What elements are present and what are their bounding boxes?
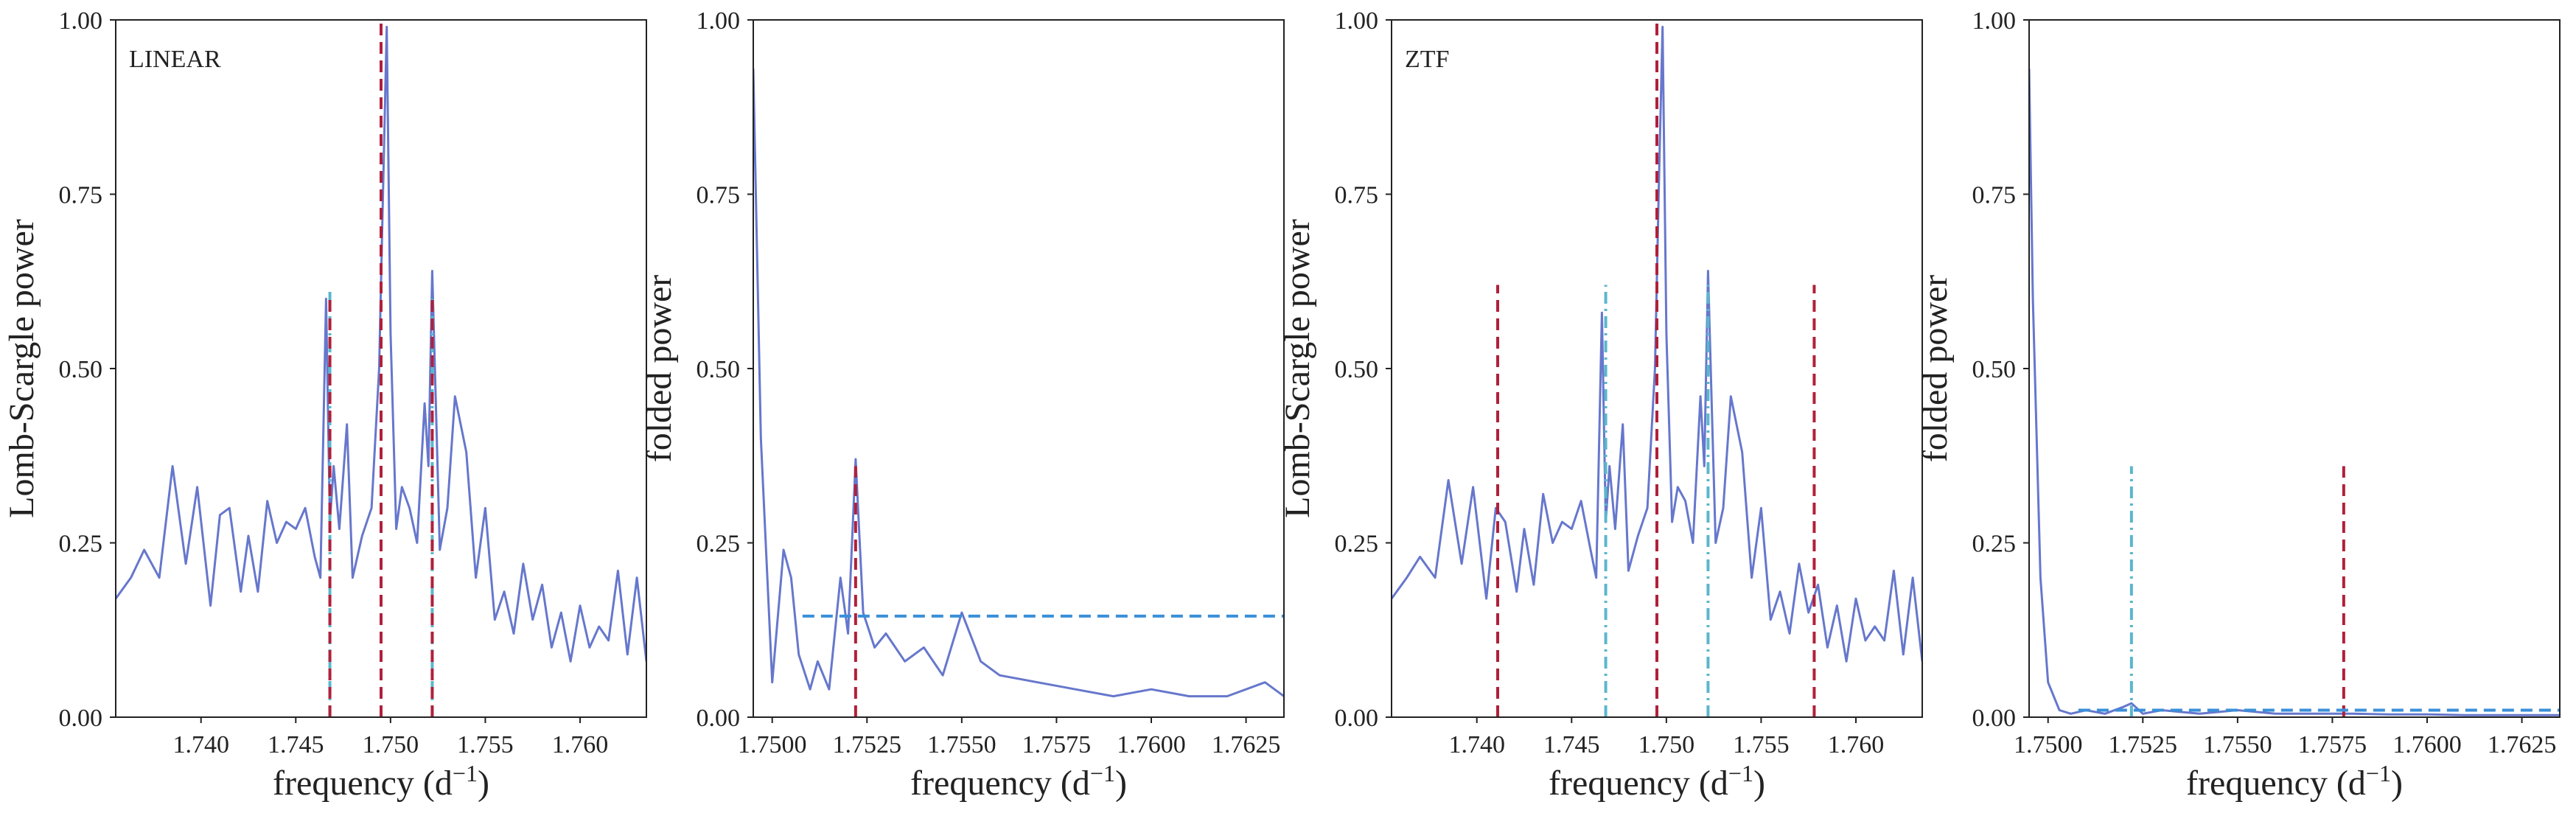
y-tick-label: 0.25 [697, 531, 741, 558]
x-axis-title: frequency (d−1) [273, 760, 489, 803]
y-tick-label: 0.75 [1335, 182, 1379, 209]
y-tick-label: 0.75 [1972, 182, 2017, 209]
plot-area [2029, 69, 2560, 717]
y-tick-label: 0.00 [1972, 705, 2017, 732]
x-tick-label: 1.740 [172, 731, 229, 758]
x-tick-label: 1.7525 [2109, 731, 2178, 758]
x-axis-title: frequency (d−1) [1549, 760, 1765, 803]
y-axis-title: folded power [1916, 275, 1955, 463]
y-tick-label: 0.25 [1335, 531, 1379, 558]
y-tick-label: 0.00 [697, 705, 741, 732]
x-axis-title-end: ) [1753, 764, 1765, 803]
x-axis-title-exponent: −1 [2366, 760, 2391, 786]
x-tick-label: 1.7550 [2203, 731, 2272, 758]
x-axis-title-exponent: −1 [1090, 760, 1115, 786]
x-tick-label: 1.7550 [927, 731, 996, 758]
x-axis-title-main: frequency (d [273, 764, 453, 803]
plot-area [1392, 20, 1922, 717]
x-tick-label: 1.755 [1733, 731, 1790, 758]
y-tick-label: 0.50 [59, 356, 103, 383]
y-tick-label: 0.50 [1972, 356, 2017, 383]
axes-frame [753, 19, 1285, 718]
x-tick-label: 1.7575 [1022, 731, 1092, 758]
x-axis-title: frequency (d−1) [2186, 760, 2403, 803]
y-tick-label: 1.00 [697, 7, 741, 35]
y-tick-label: 0.50 [1335, 356, 1379, 383]
x-axis-title-main: frequency (d [910, 764, 1090, 803]
y-axis-title: Lomb-Scargle power [2, 219, 41, 518]
y-tick-label: 0.00 [1335, 705, 1379, 732]
x-axis-title-exponent: −1 [453, 760, 478, 786]
x-axis-title-end: ) [1115, 764, 1127, 803]
chart-panel-4: 1.7500 1.7525 1.7550 1.7575 1.7600 1.7625 0.00… [1916, 7, 2561, 803]
y-tick-label: 0.75 [59, 182, 103, 209]
x-axis-title-end: ) [478, 764, 489, 803]
x-tick-label: 1.745 [1543, 731, 1600, 758]
x-tick-label: 1.7625 [2488, 731, 2557, 758]
plot-area [116, 20, 646, 717]
x-tick-label: 1.740 [1448, 731, 1505, 758]
power-series-line [1392, 26, 1922, 663]
x-tick-label: 1.7525 [833, 731, 902, 758]
x-axis-title-exponent: −1 [1728, 760, 1753, 786]
chart-panel-3: 1.740 1.745 1.750 1.755 1.760 0.00 0.25 0.50 0.7… [1278, 7, 1923, 803]
y-axis-title: Lomb-Scargle power [1278, 219, 1317, 518]
x-tick-label: 1.7600 [1117, 731, 1186, 758]
x-axis-title-main: frequency (d [1549, 764, 1728, 803]
power-series-line [753, 69, 1284, 698]
x-tick-label: 1.745 [268, 731, 324, 758]
y-tick-label: 0.75 [697, 182, 741, 209]
x-tick-label: 1.7575 [2298, 731, 2367, 758]
y-axis-title: folded power [640, 275, 679, 463]
y-tick-label: 0.25 [1972, 531, 2017, 558]
power-series-line [116, 26, 646, 663]
x-tick-label: 1.7625 [1212, 731, 1281, 758]
x-axis-title: frequency (d−1) [910, 760, 1127, 803]
x-tick-label: 1.750 [363, 731, 419, 758]
x-tick-label: 1.7600 [2392, 731, 2462, 758]
panel-label: LINEAR [129, 46, 221, 73]
y-tick-label: 0.50 [697, 356, 741, 383]
x-tick-label: 1.755 [457, 731, 514, 758]
x-tick-label: 1.750 [1638, 731, 1695, 758]
y-tick-label: 1.00 [59, 7, 103, 35]
x-axis-title-main: frequency (d [2186, 764, 2366, 803]
y-tick-label: 1.00 [1335, 7, 1379, 35]
plot-area [753, 69, 1284, 717]
chart-panel-2: 1.7500 1.7525 1.7550 1.7575 1.7600 1.7625 0.00… [640, 7, 1285, 803]
x-axis-title-end: ) [2391, 764, 2403, 803]
y-tick-label: 0.25 [59, 531, 103, 558]
y-tick-label: 0.00 [59, 705, 103, 732]
x-tick-label: 1.760 [1828, 731, 1885, 758]
power-series-line [2029, 69, 2560, 716]
y-tick-label: 1.00 [1972, 7, 2017, 35]
chart-panel-1: 1.740 1.745 1.750 1.755 1.760 0.00 0.25 0.50 0.7… [2, 7, 647, 803]
x-tick-label: 1.7500 [2014, 731, 2083, 758]
axes-frame [2028, 19, 2561, 718]
x-tick-label: 1.7500 [738, 731, 807, 758]
x-tick-label: 1.760 [552, 731, 609, 758]
panel-label: ZTF [1405, 46, 1449, 73]
